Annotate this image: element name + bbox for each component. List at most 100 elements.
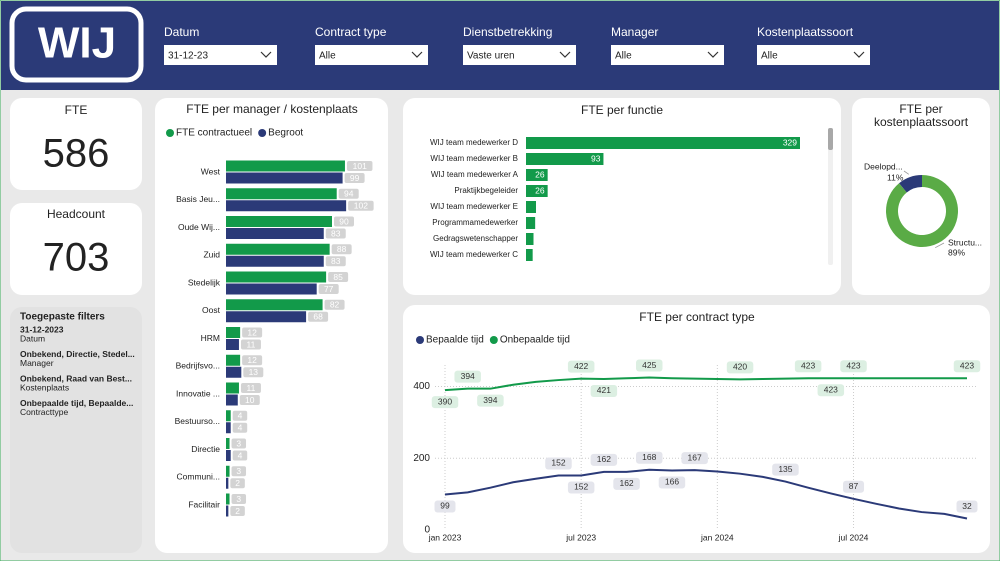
legend-label: Bepaalde tijd — [426, 335, 484, 346]
value-label-box — [956, 500, 978, 513]
category-label: Programmamedewerker — [432, 218, 518, 227]
value-label-box — [231, 466, 247, 477]
bar — [226, 450, 231, 461]
value-label-box — [681, 452, 708, 465]
value-label: 99 — [440, 501, 450, 511]
bar — [226, 255, 324, 267]
value-label-box — [328, 272, 349, 282]
filter-label: Manager — [611, 25, 658, 39]
bar — [526, 169, 548, 181]
value-label: 2 — [235, 506, 240, 516]
bar — [226, 299, 323, 311]
value-label: 422 — [574, 361, 588, 371]
bar — [526, 153, 604, 165]
filter-value: Onbekend, Directie, Stedel... — [20, 349, 135, 359]
value-label: 3 — [236, 494, 241, 504]
dropdown[interactable] — [315, 45, 428, 65]
category-label: WIJ team medewerker E — [430, 202, 518, 211]
value-label: 4 — [238, 450, 243, 460]
bar — [226, 438, 230, 449]
bar — [526, 185, 548, 197]
leader-line — [935, 242, 945, 249]
dropdown[interactable] — [164, 45, 277, 65]
value-label: 168 — [642, 452, 656, 462]
category-label: WIJ team medewerker D — [430, 138, 518, 147]
value-label-box — [843, 480, 865, 493]
value-label: 329 — [783, 137, 797, 147]
value-label: 26 — [535, 169, 545, 179]
category-label: Innovatie ... — [176, 388, 220, 398]
category-label: Oost — [202, 305, 221, 315]
value-label: 135 — [778, 464, 792, 474]
value-label: 102 — [354, 201, 368, 211]
value-label: 423 — [824, 385, 838, 395]
value-label-box — [338, 188, 359, 199]
bar — [226, 271, 327, 283]
value-label: 101 — [353, 161, 367, 171]
value-label-box — [325, 228, 346, 239]
legend-label: Begroot — [268, 128, 303, 139]
chevron — [853, 51, 865, 58]
logo-frame — [9, 6, 144, 83]
value-label-box — [239, 395, 260, 405]
bar — [226, 493, 230, 505]
category-label: Basis Jeu... — [176, 194, 220, 204]
value-label-box — [348, 200, 374, 211]
value-label-box — [318, 284, 339, 294]
value-label: 82 — [330, 300, 340, 310]
category-label: Oude Wij... — [178, 222, 220, 232]
legend-label: Onbepaalde tijd — [500, 335, 570, 346]
scrollbar-thumb[interactable] — [828, 128, 833, 150]
value-label: 83 — [331, 228, 341, 238]
value-label-box — [545, 457, 572, 470]
value-label-box — [636, 451, 663, 464]
value-label: 3 — [236, 438, 241, 448]
value-label-box — [243, 367, 264, 378]
filter-value: Onbekend, Raad van Best... — [20, 373, 132, 383]
value-label-box — [794, 360, 822, 373]
panel — [403, 98, 841, 295]
value-label: 12 — [247, 355, 257, 365]
value-label-box — [613, 477, 640, 490]
chevron — [411, 51, 423, 58]
value-label-box — [658, 476, 686, 489]
dropdown[interactable] — [757, 45, 870, 65]
value-label-box — [334, 216, 354, 227]
value-label: 4 — [238, 411, 243, 421]
y-tick-label: 400 — [413, 381, 430, 392]
bar — [226, 465, 230, 477]
dropdown[interactable] — [611, 45, 724, 65]
value-label: 420 — [733, 362, 747, 372]
filter-field: Kostenplaats — [20, 382, 69, 392]
donut-slice — [886, 175, 959, 248]
value-label: 99 — [350, 173, 360, 183]
value-label: 394 — [461, 371, 475, 381]
filter-field: Manager — [20, 358, 54, 368]
bar — [226, 283, 317, 295]
dropdown-value: Vaste uren — [467, 51, 515, 62]
bar — [226, 172, 343, 184]
filter-label: Dienstbetrekking — [463, 25, 552, 39]
legend-marker — [489, 336, 498, 344]
dropdown[interactable] — [463, 45, 576, 65]
filter-label: Contract type — [315, 25, 387, 39]
value-label-box — [240, 339, 261, 350]
value-label-box — [240, 383, 261, 393]
line — [444, 376, 967, 392]
dropdown-value: Alle — [615, 51, 632, 62]
value-label: 11 — [247, 383, 256, 393]
value-label: 162 — [597, 454, 611, 464]
bar — [226, 505, 229, 517]
filters-panel — [10, 307, 142, 553]
donut-slice — [899, 175, 922, 193]
bar — [526, 217, 536, 229]
value-label: 390 — [438, 396, 452, 406]
value-label: 10 — [245, 395, 255, 405]
filter-field: Contracttype — [20, 407, 68, 417]
value-label-box — [454, 370, 481, 383]
value-label: 423 — [960, 361, 974, 371]
value-label: 12 — [247, 327, 257, 337]
panel — [155, 98, 388, 553]
value-label-box — [344, 173, 365, 183]
chevron — [707, 51, 719, 58]
